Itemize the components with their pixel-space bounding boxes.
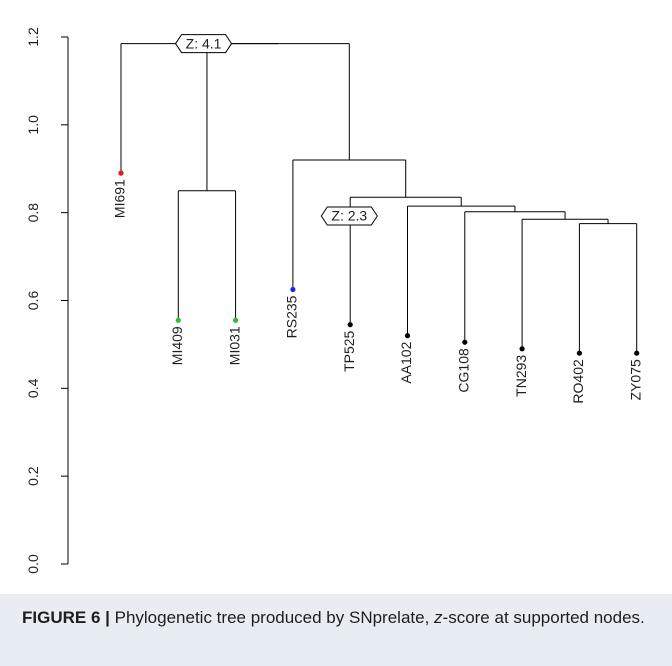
y-tick-label: 0.2 (25, 466, 41, 486)
leaf-point (118, 170, 124, 176)
y-tick-label: 0.8 (25, 203, 41, 223)
caption-italic: z (434, 608, 443, 627)
leaf-label: MI409 (169, 326, 185, 365)
z-score-badge (320, 206, 378, 226)
caption-body-end: -score at supported nodes. (442, 608, 645, 627)
leaf-point (347, 322, 353, 328)
leaf-point (290, 286, 296, 293)
z-score-badge (174, 34, 233, 54)
leaf-points (118, 170, 640, 356)
leaf-label: AA102 (398, 341, 414, 383)
leaf-point (404, 333, 411, 339)
y-tick-label: 0.4 (25, 378, 41, 398)
leaf-point (175, 317, 181, 323)
leaf-label: TN293 (513, 355, 529, 397)
y-tick-label: 1.0 (25, 115, 41, 135)
y-tick-label: 0.0 (25, 554, 41, 574)
figure-caption: FIGURE 6 | Phylogenetic tree produced by… (0, 594, 672, 666)
tree-branches (120, 43, 638, 354)
leaf-label: CG108 (456, 348, 472, 393)
y-tick-label: 1.2 (25, 27, 41, 47)
leaf-label: TP525 (341, 330, 357, 371)
dendrogram-chart: 0.0 0.2 0.4 0.6 0.8 1.0 1.2 MI691 MI409 MI031 RS2… (25, 27, 644, 574)
caption-text: FIGURE 6 | Phylogenetic tree produced by… (22, 604, 662, 632)
leaf-label: ZY075 (627, 359, 643, 400)
leaf-label: MI691 (112, 179, 128, 218)
caption-body-start: Phylogenetic tree produced by SNprelate, (109, 608, 435, 627)
leaf-point (634, 350, 640, 356)
z-score-label: Z: 2.3 (331, 208, 367, 224)
leaf-point (519, 346, 525, 352)
leaf-point (576, 350, 583, 356)
z-score-label: Z: 4.1 (186, 35, 222, 51)
leaf-label: RO402 (570, 359, 586, 404)
leaf-point (233, 317, 239, 323)
leaf-label: RS235 (284, 295, 300, 338)
leaf-labels: MI691 MI409 MI031 RS235 TP525 AA102 CG108 TN293… (112, 179, 644, 404)
leaf-label: MI031 (226, 326, 242, 365)
node-annotations: Z: 4.1 Z: 2.3 (174, 34, 378, 226)
y-axis: 0.0 0.2 0.4 0.6 0.8 1.0 1.2 (25, 27, 69, 574)
caption-label: FIGURE 6 | (22, 608, 110, 627)
leaf-point (462, 339, 468, 345)
y-tick-label: 0.6 (25, 291, 41, 311)
